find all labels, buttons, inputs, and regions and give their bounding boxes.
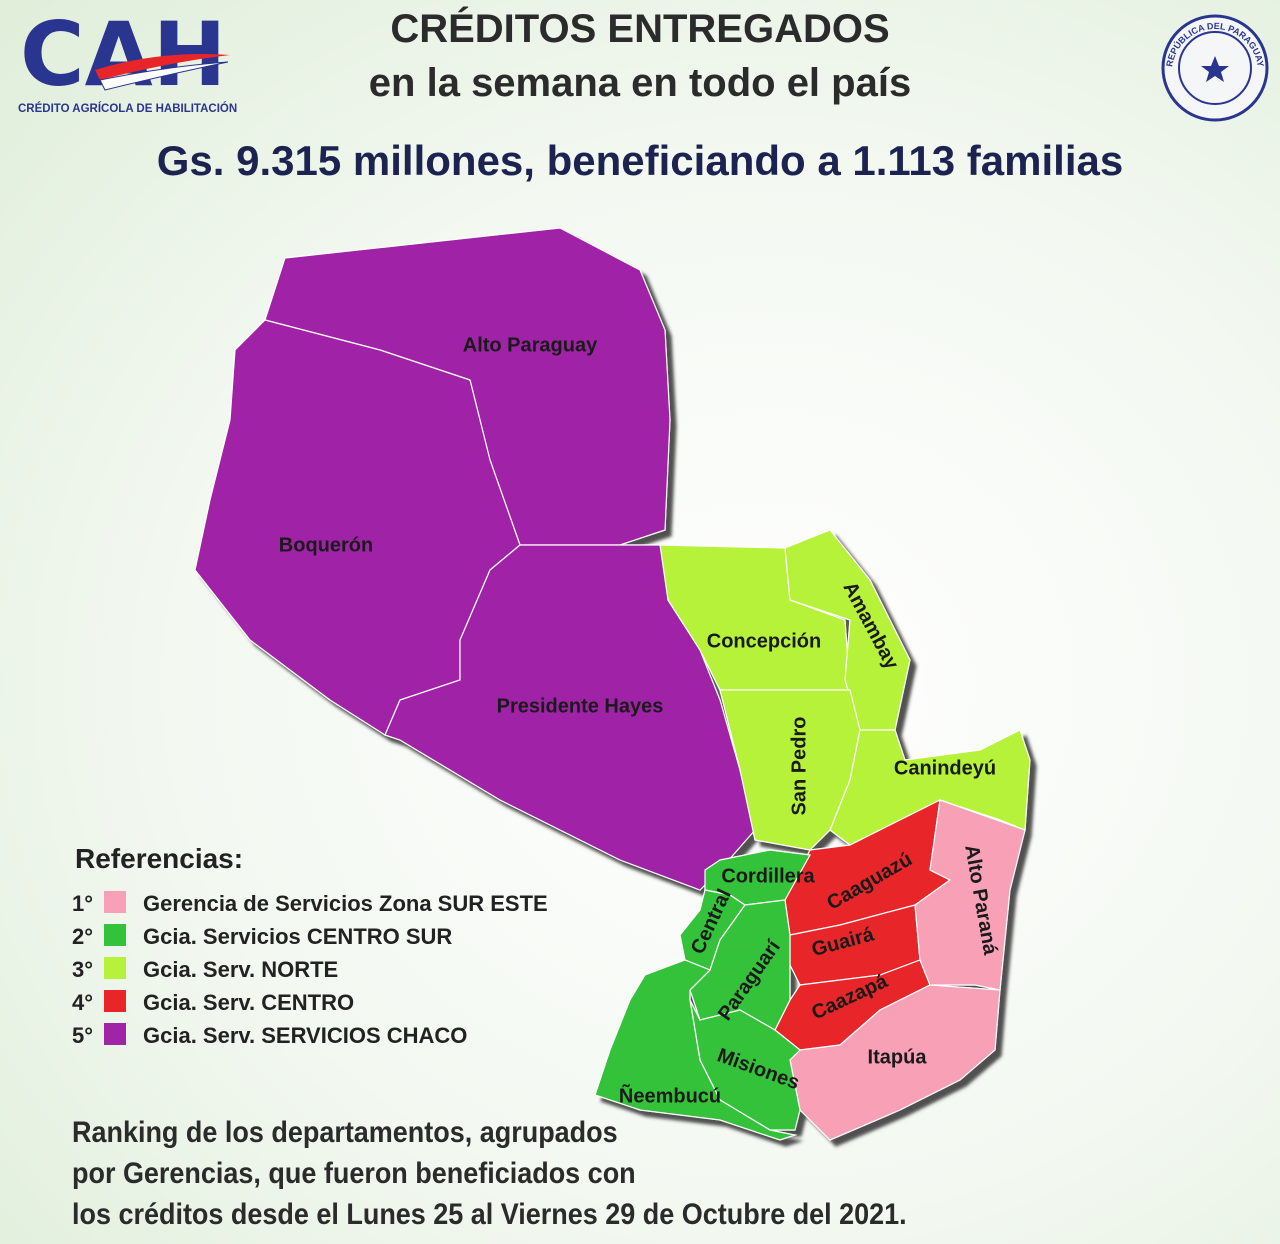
region <box>594 959 798 1141</box>
logo-flag <box>95 54 230 80</box>
legend-rank: 1° <box>72 891 93 916</box>
footer: Ranking de los departamentos, agrupados p… <box>72 1116 907 1232</box>
region-label: Boquerón <box>279 534 373 556</box>
legend-swatch <box>104 1023 126 1045</box>
region-label: San Pedro <box>788 717 810 816</box>
legend-rank: 4° <box>72 990 93 1015</box>
map <box>194 227 1031 1141</box>
logo-flag <box>99 61 229 91</box>
legend-label: Gcia. Serv. CENTRO <box>143 990 354 1015</box>
legend-rank: 3° <box>72 957 93 982</box>
seal: REPÚBLICA DEL PARAGUAY <box>1161 14 1269 122</box>
logo-subtitle: CRÉDITO AGRÍCOLA DE HABILITACIÓN <box>18 102 237 115</box>
footer-line: los créditos desde el Lunes 25 al Vierne… <box>72 1198 907 1232</box>
subtitle: en la semana en todo el país <box>369 61 911 105</box>
legend-title: Referencias: <box>75 843 243 874</box>
legend-swatch <box>104 924 126 946</box>
legend-label: Gcia. Servicios CENTRO SUR <box>143 924 452 949</box>
region <box>789 984 1001 1141</box>
title: CRÉDITOS ENTREGADOS <box>390 6 889 51</box>
legend-rank: 2° <box>72 924 93 949</box>
legend-rank: 5° <box>72 1023 93 1048</box>
legend-swatch <box>104 891 126 913</box>
legend: 1° Gerencia de Servicios Zona SUR ESTE 2° G… <box>72 891 548 1048</box>
region-label: Ñeembucú <box>619 1084 721 1107</box>
region-label: Presidente Hayes <box>497 695 664 717</box>
region-label: Canindeyú <box>894 757 996 779</box>
headline: Gs. 9.315 millones, beneficiando a 1.113… <box>157 137 1123 184</box>
region-label: Concepción <box>707 630 821 652</box>
footer-line: Ranking de los departamentos, agrupados <box>72 1116 618 1150</box>
region-label: Itapúa <box>868 1046 928 1068</box>
region-label: Cordillera <box>721 865 815 887</box>
footer-line: por Gerencias, que fueron beneficiados c… <box>72 1157 636 1191</box>
legend-swatch <box>104 990 126 1012</box>
legend-label: Gcia. Serv. NORTE <box>143 957 338 982</box>
legend-swatch <box>104 957 126 979</box>
legend-label: Gcia. Serv. SERVICIOS CHACO <box>143 1023 467 1048</box>
region-label: Alto Paraguay <box>463 334 598 356</box>
legend-label: Gerencia de Servicios Zona SUR ESTE <box>143 891 548 916</box>
